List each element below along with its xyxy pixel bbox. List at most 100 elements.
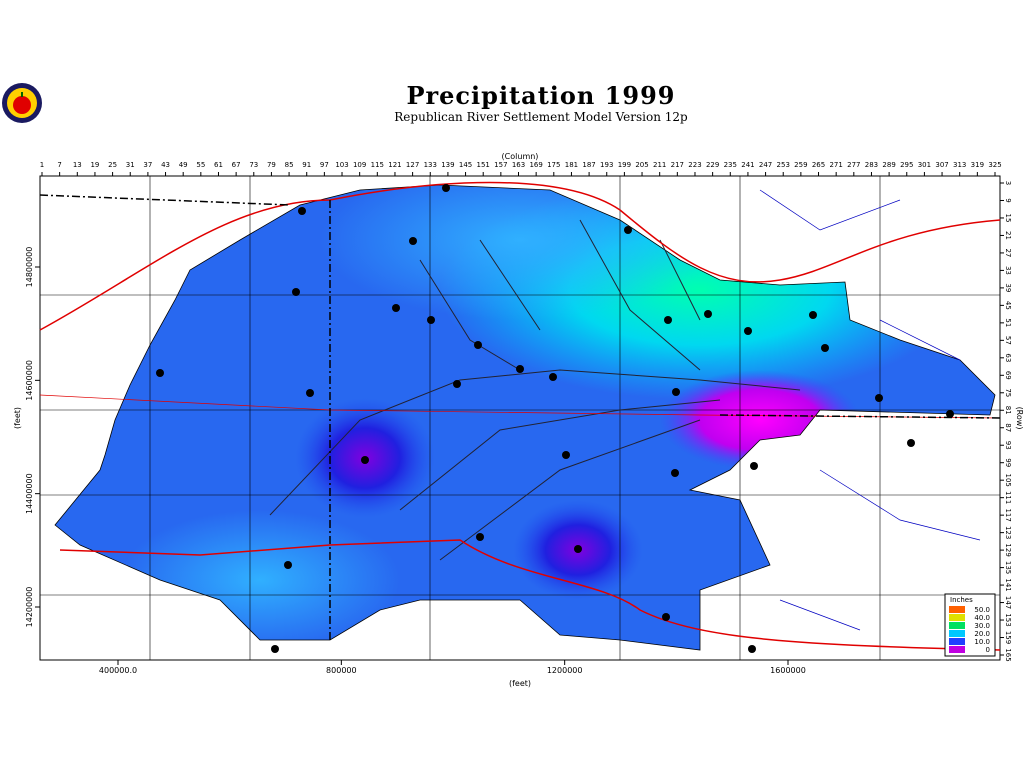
column-tick-label: 295 xyxy=(900,161,913,169)
column-tick-label: 319 xyxy=(971,161,984,169)
column-tick-label: 43 xyxy=(161,161,170,169)
column-tick-label: 85 xyxy=(285,161,294,169)
column-tick-label: 175 xyxy=(547,161,560,169)
column-tick-label: 265 xyxy=(812,161,825,169)
row-tick-label: 27 xyxy=(1004,248,1012,257)
logo xyxy=(2,83,42,123)
row-tick-label: 45 xyxy=(1004,301,1012,310)
row-tick-label: 63 xyxy=(1004,353,1012,362)
row-tick-label: 111 xyxy=(1004,491,1012,504)
column-tick-label: 67 xyxy=(232,161,241,169)
column-tick-label: 289 xyxy=(882,161,895,169)
y-tick-label: 14400000 xyxy=(25,473,34,514)
column-tick-label: 307 xyxy=(935,161,948,169)
column-tick-label: 145 xyxy=(459,161,472,169)
row-tick-label: 147 xyxy=(1004,596,1012,609)
legend-label: 0 xyxy=(986,646,990,654)
legend-title: Inches xyxy=(950,596,973,604)
stations xyxy=(156,184,954,653)
column-tick-label: 55 xyxy=(196,161,205,169)
subtitle: Republican River Settlement Model Versio… xyxy=(394,110,688,124)
legend-label: 20.0 xyxy=(974,630,990,638)
column-tick-label: 115 xyxy=(371,161,384,169)
column-tick-label: 79 xyxy=(267,161,276,169)
row-tick-label: 105 xyxy=(1004,473,1012,486)
legend-swatch xyxy=(949,646,965,653)
column-tick-label: 61 xyxy=(214,161,223,169)
map-area xyxy=(39,175,1001,661)
column-tick-label: 151 xyxy=(477,161,490,169)
column-tick-label: 157 xyxy=(494,161,507,169)
y-tick-label: 14600000 xyxy=(25,360,34,401)
column-tick-label: 223 xyxy=(688,161,701,169)
column-tick-label: 91 xyxy=(302,161,311,169)
row-label: (Row) xyxy=(1015,407,1024,430)
column-tick-label: 163 xyxy=(512,161,525,169)
column-tick-label: 73 xyxy=(249,161,258,169)
row-tick-label: 21 xyxy=(1004,231,1012,240)
column-tick-label: 13 xyxy=(73,161,82,169)
column-tick-label: 139 xyxy=(441,161,454,169)
legend-swatch xyxy=(949,614,965,621)
column-tick-label: 7 xyxy=(57,161,61,169)
column-tick-label: 49 xyxy=(179,161,188,169)
column-tick-label: 37 xyxy=(143,161,152,169)
row-tick-label: 99 xyxy=(1004,458,1012,467)
row-tick-label: 15 xyxy=(1004,214,1012,223)
column-tick-label: 169 xyxy=(529,161,542,169)
row-tick-label: 69 xyxy=(1004,371,1012,380)
column-tick-label: 235 xyxy=(724,161,737,169)
column-tick-label: 97 xyxy=(320,161,329,169)
x-axis-label: (feet) xyxy=(509,679,531,688)
row-tick-label: 33 xyxy=(1004,266,1012,275)
column-tick-label: 241 xyxy=(741,161,754,169)
row-tick-label: 141 xyxy=(1004,578,1012,591)
column-tick-label: 19 xyxy=(90,161,99,169)
rivers xyxy=(759,189,981,631)
column-tick-label: 193 xyxy=(600,161,613,169)
row-tick-label: 39 xyxy=(1004,283,1012,292)
legend-swatch xyxy=(949,622,965,629)
row-tick-label: 87 xyxy=(1004,423,1012,432)
x-tick-label: 800000 xyxy=(326,666,357,675)
row-tick-label: 117 xyxy=(1004,508,1012,521)
column-tick-label: 325 xyxy=(988,161,1001,169)
column-tick-label: 31 xyxy=(126,161,135,169)
legend-label: 30.0 xyxy=(974,622,990,630)
column-tick-label: 25 xyxy=(108,161,117,169)
column-tick-label: 253 xyxy=(777,161,790,169)
title: Precipitation 1999 xyxy=(406,81,675,110)
legend-label: 10.0 xyxy=(974,638,990,646)
x-tick-label: 400000.0 xyxy=(99,666,137,675)
column-tick-label: 247 xyxy=(759,161,772,169)
column-tick-label: 217 xyxy=(671,161,684,169)
row-tick-label: 93 xyxy=(1004,441,1012,450)
row-tick-label: 165 xyxy=(1004,648,1012,661)
column-tick-label: 271 xyxy=(829,161,842,169)
legend-swatch xyxy=(949,638,965,645)
row-tick-label: 153 xyxy=(1004,613,1012,626)
column-tick-label: 229 xyxy=(706,161,719,169)
column-tick-label: 313 xyxy=(953,161,966,169)
column-tick-label: 187 xyxy=(582,161,595,169)
row-tick-label: 135 xyxy=(1004,561,1012,574)
streams xyxy=(269,219,801,561)
county-lines xyxy=(40,176,1000,660)
column-tick-label: 127 xyxy=(406,161,419,169)
row-tick-label: 75 xyxy=(1004,388,1012,397)
row-tick-label: 159 xyxy=(1004,631,1012,644)
column-tick-label: 205 xyxy=(635,161,648,169)
column-tick-label: 301 xyxy=(918,161,931,169)
row-tick-label: 57 xyxy=(1004,336,1012,345)
legend-swatch xyxy=(949,630,965,637)
row-tick-label: 123 xyxy=(1004,526,1012,539)
row-tick-label: 51 xyxy=(1004,318,1012,327)
column-tick-label: 181 xyxy=(565,161,578,169)
row-tick-label: 9 xyxy=(1004,198,1012,202)
legend-swatch xyxy=(949,606,965,613)
legend: Inches 50.040.030.020.010.00 xyxy=(944,593,996,657)
column-tick-label: 199 xyxy=(618,161,631,169)
column-tick-label: 133 xyxy=(424,161,437,169)
y-tick-label: 14200000 xyxy=(25,587,34,628)
